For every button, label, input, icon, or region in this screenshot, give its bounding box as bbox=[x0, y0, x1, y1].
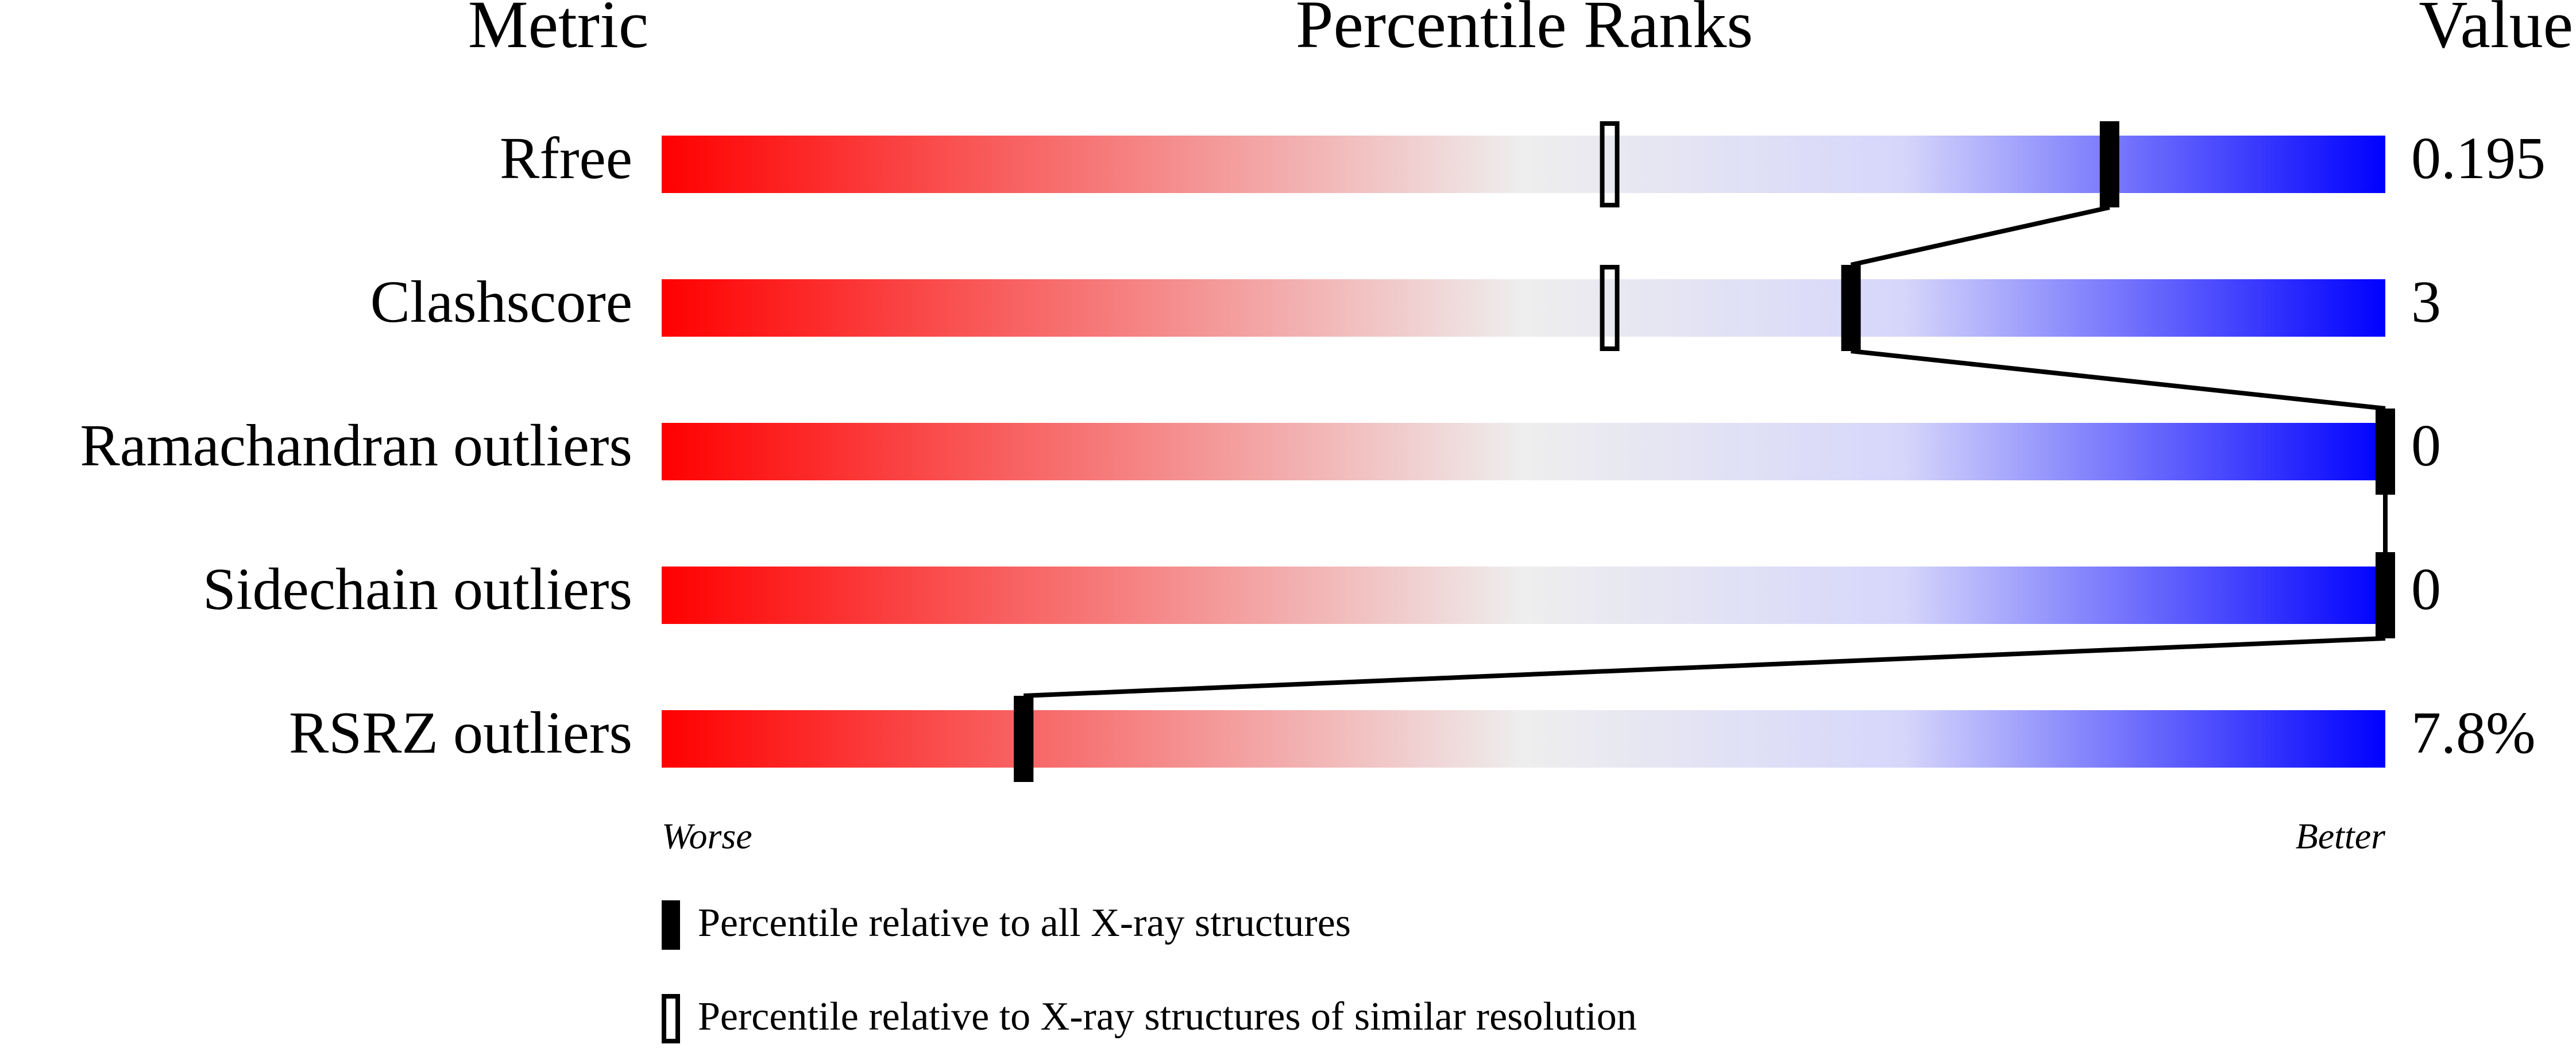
marker-open bbox=[1600, 265, 1620, 351]
connector bbox=[1024, 636, 2386, 698]
percentile-bar bbox=[662, 279, 2385, 337]
legend-swatch bbox=[662, 994, 680, 1043]
marker-open bbox=[2376, 409, 2395, 495]
metric-value: 3 bbox=[2411, 269, 2441, 335]
header-metric: Metric bbox=[468, 0, 649, 62]
metric-value: 0 bbox=[2411, 556, 2441, 622]
legend-label: Percentile relative to all X-ray structu… bbox=[698, 901, 1351, 945]
metric-value: 0.195 bbox=[2411, 125, 2546, 191]
marker-open bbox=[1600, 121, 1620, 207]
legend-label: Percentile relative to X-ray structures … bbox=[698, 995, 1637, 1039]
metric-value: 0 bbox=[2411, 413, 2441, 479]
percentile-bar bbox=[662, 136, 2385, 193]
connector bbox=[1850, 205, 2110, 267]
legend-swatch bbox=[662, 900, 680, 950]
percentile-bar bbox=[662, 710, 2385, 768]
connector bbox=[1851, 349, 2386, 411]
metric-label: Clashscore bbox=[370, 269, 632, 335]
metric-label: RSRZ outliers bbox=[289, 700, 632, 766]
metric-label: Rfree bbox=[500, 125, 632, 191]
marker-open bbox=[1014, 696, 1034, 782]
percentile-bar bbox=[662, 567, 2385, 624]
metric-value: 7.8% bbox=[2411, 700, 2536, 766]
header-value: Value bbox=[2419, 0, 2573, 62]
marker-open bbox=[2376, 552, 2395, 638]
percentile-bar bbox=[662, 423, 2385, 480]
header-percentile: Percentile Ranks bbox=[1296, 0, 1753, 62]
axis-worse: Worse bbox=[662, 816, 752, 857]
marker-filled bbox=[1841, 265, 1861, 351]
metric-label: Sidechain outliers bbox=[203, 556, 632, 622]
metric-label: Ramachandran outliers bbox=[80, 413, 632, 479]
marker-filled bbox=[2099, 121, 2119, 207]
axis-better: Better bbox=[2296, 816, 2386, 857]
